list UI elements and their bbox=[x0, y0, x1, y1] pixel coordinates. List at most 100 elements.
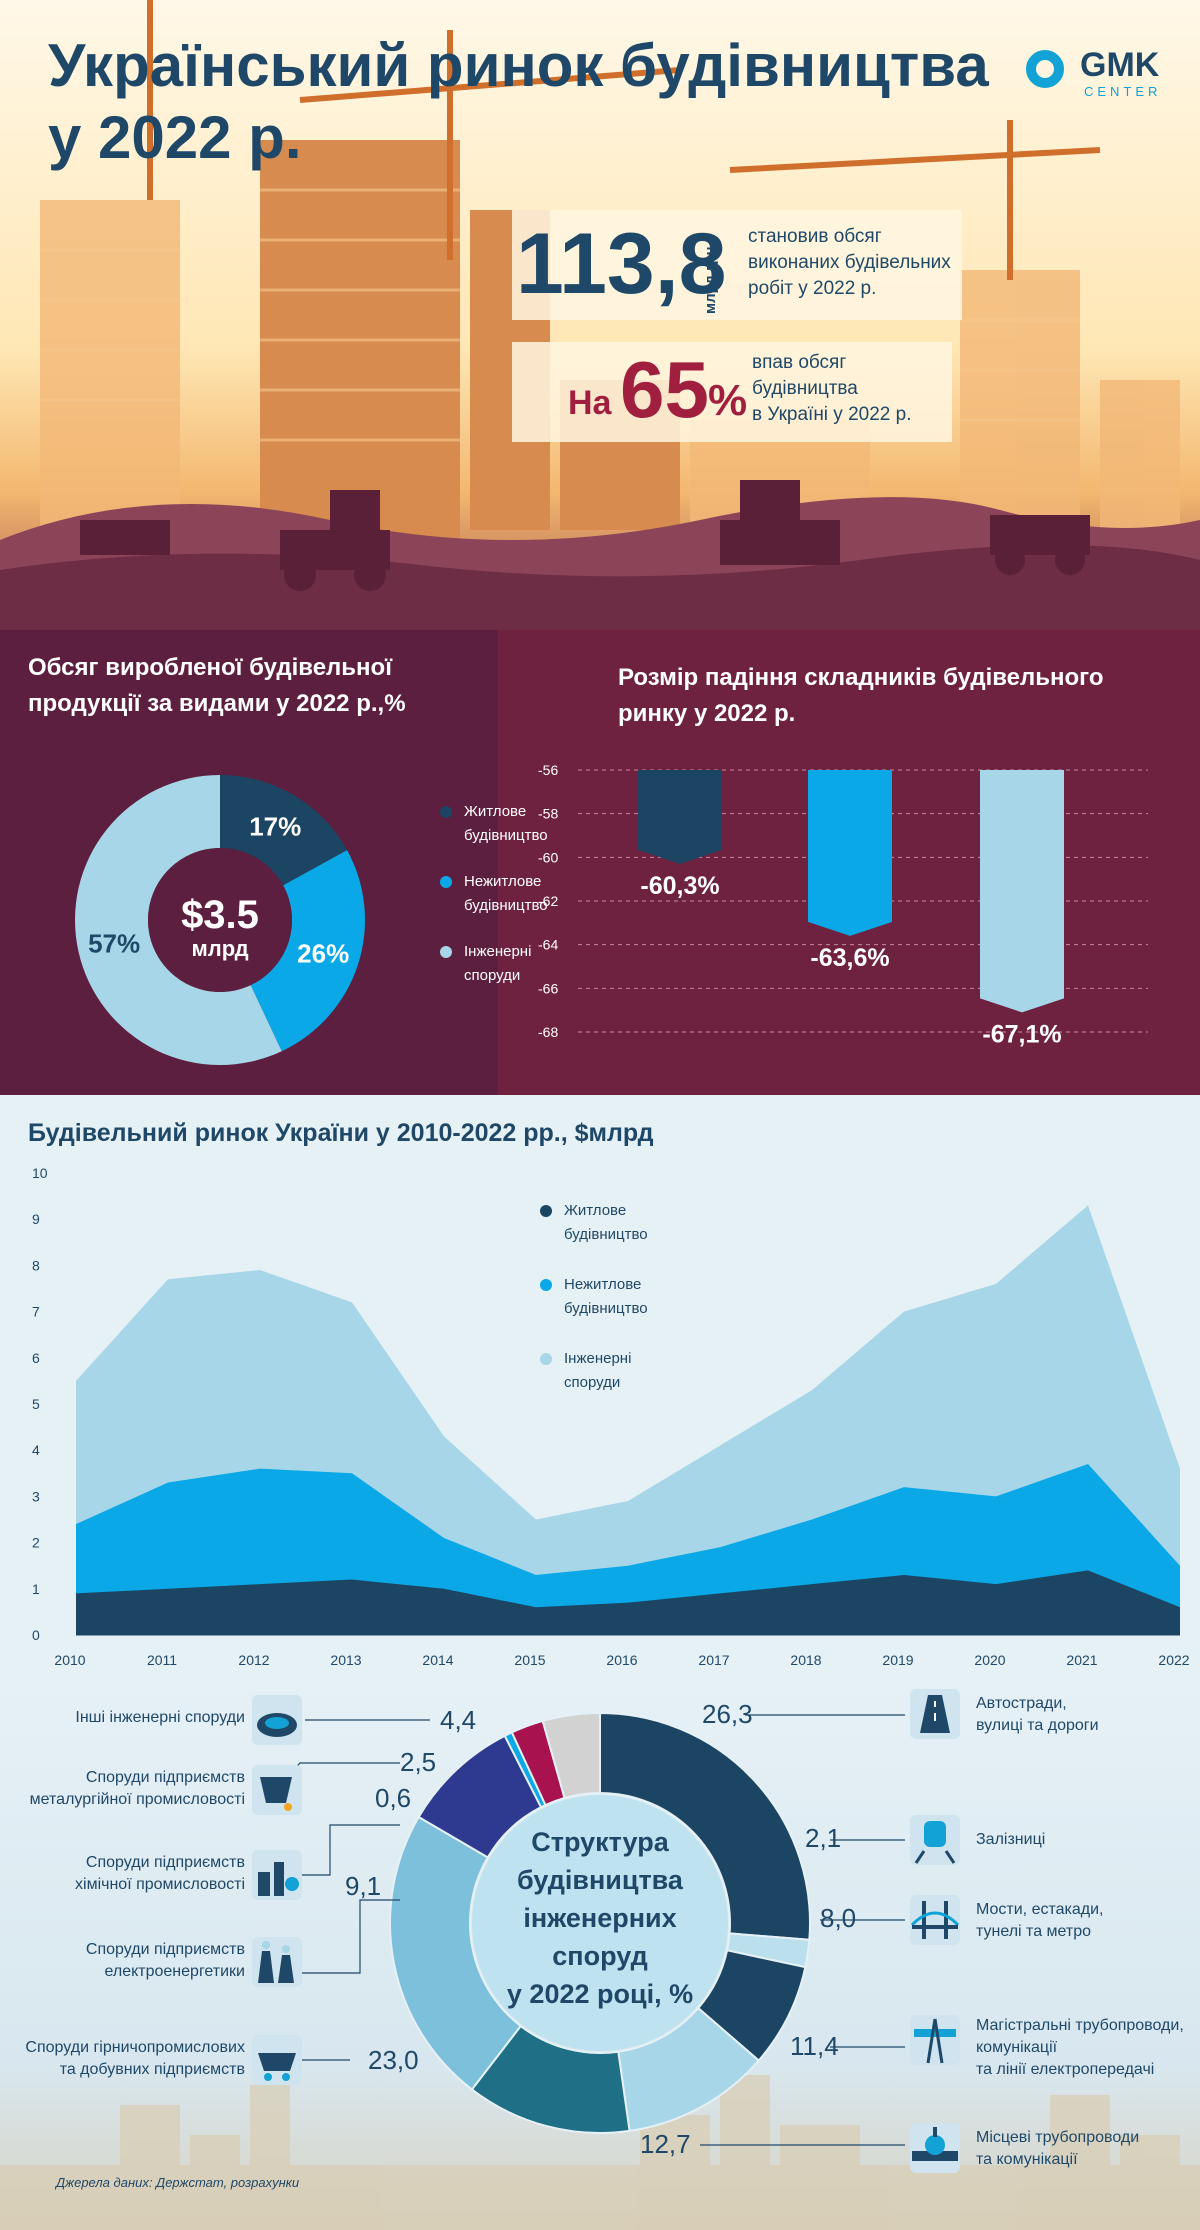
area-ytick-label: 7 bbox=[32, 1304, 40, 1320]
area-legend-nonresidential: Нежитлове будівництво bbox=[540, 1273, 700, 1347]
construction-skyline-illustration bbox=[0, 0, 1200, 630]
area-chart-section: Будівельний ринок України у 2010-2022 рр… bbox=[0, 1095, 1200, 1675]
gmk-logo: GMK CENTER bbox=[1026, 46, 1176, 106]
area-xtick-label: 2011 bbox=[147, 1652, 177, 1668]
area-legend-dot-nonresidential bbox=[540, 1279, 552, 1291]
bar-0 bbox=[638, 770, 722, 864]
bar-ytick-label: -56 bbox=[538, 762, 558, 778]
value-power: 9,1 bbox=[345, 1871, 382, 1901]
area-ytick-label: 8 bbox=[32, 1257, 40, 1273]
header-section: Український ринок будівництва у 2022 р. … bbox=[0, 0, 1200, 630]
stat-decline-pct: % bbox=[708, 376, 748, 425]
engineering-donut-hole bbox=[472, 1795, 728, 2051]
bar-2 bbox=[980, 770, 1064, 1013]
area-legend-engineering: Інженерні споруди bbox=[540, 1347, 700, 1421]
mine-cart-icon bbox=[252, 2035, 302, 2085]
engineering-slice-0 bbox=[599, 1711, 811, 1941]
area-xtick-label: 2019 bbox=[882, 1652, 913, 1668]
donut-slice-label-1: 26% bbox=[297, 939, 349, 969]
area-chart: 0 1 2 3 4 5 6 7 8 9 10 2010 2011 2012 2013 2014 2015 2016… bbox=[32, 1165, 1190, 1668]
bar-ytick-label: -62 bbox=[538, 893, 558, 909]
bridge-icon bbox=[910, 1895, 960, 1945]
engineering-structure-section: Структура будівництва інженерних споруд … bbox=[0, 1675, 1200, 2230]
leader-lines bbox=[277, 1714, 905, 2146]
bar-ytick-label: -60 bbox=[538, 849, 558, 865]
area-xtick-label: 2016 bbox=[606, 1652, 637, 1668]
bar-panel: Розмір падіння складників будівельного р… bbox=[498, 630, 1200, 1095]
bar-value-label-0: -60,3% bbox=[640, 872, 719, 900]
stat-total-volume: 113,8 млрд грн становив обсяг виконаних … bbox=[512, 210, 962, 320]
bar-value-label-2: -67,1% bbox=[982, 1020, 1061, 1048]
value-railway: 2,1 bbox=[805, 1823, 842, 1853]
chemical-plant-icon bbox=[252, 1850, 302, 1900]
area-xtick-label: 2012 bbox=[238, 1652, 269, 1668]
railway-icon bbox=[910, 1815, 960, 1865]
logo-ring-icon bbox=[1026, 50, 1064, 88]
area-xtick-label: 2022 bbox=[1158, 1652, 1189, 1668]
area-legend-label-nonresidential: Нежитлове будівництво bbox=[564, 1276, 648, 1317]
donut-slice-0 bbox=[220, 775, 348, 886]
donut-title: Обсяг виробленої будівельної продукції з… bbox=[28, 654, 406, 717]
area-xtick-label: 2017 bbox=[698, 1652, 729, 1668]
leader-power bbox=[300, 1899, 400, 1974]
donut-slice-2 bbox=[75, 775, 282, 1065]
bar-title: Розмір падіння складників будівельного р… bbox=[618, 664, 1104, 727]
engineering-slice-9 bbox=[541, 1711, 601, 1800]
legend-label-residential: Житлове будівництво bbox=[464, 803, 548, 844]
stat-decline: На 65 % впав обсяг будівництва в Україні… bbox=[512, 342, 952, 442]
ladle-icon bbox=[252, 1765, 302, 1815]
area-legend-residential: Житлове будівництво bbox=[540, 1199, 700, 1273]
legend-dot-engineering bbox=[440, 946, 452, 958]
area-series-0 bbox=[76, 1570, 1180, 1635]
legend-label-nonresidential: Нежитлове будівництво bbox=[464, 873, 548, 914]
area-xtick-label: 2014 bbox=[422, 1652, 453, 1668]
city-skyline-background bbox=[0, 2075, 1200, 2230]
donut-center-unit: млрд bbox=[191, 936, 248, 961]
area-ytick-label: 6 bbox=[32, 1350, 40, 1366]
legend-dot-residential bbox=[440, 806, 452, 818]
area-ytick-label: 0 bbox=[32, 1627, 40, 1643]
donut-panel: Обсяг виробленої будівельної продукції з… bbox=[0, 630, 498, 1095]
legend-item-residential: Житлове будівництво bbox=[440, 800, 560, 870]
power-plant-icon bbox=[252, 1937, 302, 1987]
engineering-donut-chart bbox=[389, 1711, 811, 2134]
value-pipelines: 11,4 bbox=[790, 2031, 839, 2061]
area-legend-label-engineering: Інженерні споруди bbox=[564, 1350, 632, 1391]
value-bridges: 8,0 bbox=[820, 1903, 857, 1933]
stat-total-unit: млрд грн bbox=[702, 246, 719, 314]
area-xtick-label: 2013 bbox=[330, 1652, 361, 1668]
stadium-icon bbox=[252, 1695, 302, 1745]
donut-center-value: $3.5 bbox=[181, 893, 259, 937]
stat-total-desc: становив обсяг виконаних будівельних роб… bbox=[748, 226, 951, 299]
area-ytick-label: 5 bbox=[32, 1396, 40, 1412]
bar-value-label-1: -63,6% bbox=[810, 944, 889, 972]
area-ytick-label: 10 bbox=[32, 1165, 48, 1181]
road-icon bbox=[910, 1689, 960, 1739]
bar-1 bbox=[808, 770, 892, 936]
area-xtick-label: 2010 bbox=[54, 1652, 85, 1668]
donut-slice-1 bbox=[250, 850, 365, 1052]
area-xtick-label: 2015 bbox=[514, 1652, 545, 1668]
page-title: Український ринок будівництва у 2022 р. bbox=[48, 32, 989, 171]
donut-slice-label-2: 57% bbox=[88, 929, 140, 959]
area-ytick-label: 1 bbox=[32, 1581, 40, 1597]
stat-decline-prefix: На bbox=[568, 384, 612, 422]
area-ytick-label: 4 bbox=[32, 1442, 40, 1458]
area-ytick-label: 2 bbox=[32, 1535, 40, 1551]
area-legend-dot-residential bbox=[540, 1205, 552, 1217]
donut-legend-items: Житлове будівництво Нежитлове будівництво … bbox=[440, 800, 560, 1010]
leader-chemical bbox=[300, 1824, 400, 1876]
bar-ytick-label: -66 bbox=[538, 980, 558, 996]
value-roads: 26,3 bbox=[702, 1699, 753, 1729]
donut-slice-label-0: 17% bbox=[249, 812, 301, 842]
area-ytick-label: 9 bbox=[32, 1211, 40, 1227]
value-mining: 23,0 bbox=[368, 2045, 419, 2075]
area-legend: Житлове будівництво Нежитлове будівництво … bbox=[540, 1199, 700, 1421]
bar-chart: -56 -58 -60 -62 -64 -66 -68 -60,3% -63,6% -67,1% bbox=[538, 762, 1148, 1048]
bar-ytick-label: -68 bbox=[538, 1024, 558, 1040]
legend-label-engineering: Інженерні споруди bbox=[464, 943, 532, 984]
donut-hole bbox=[148, 848, 292, 992]
value-other: 4,4 bbox=[440, 1705, 477, 1735]
legend-item-engineering: Інженерні споруди bbox=[440, 940, 560, 1010]
